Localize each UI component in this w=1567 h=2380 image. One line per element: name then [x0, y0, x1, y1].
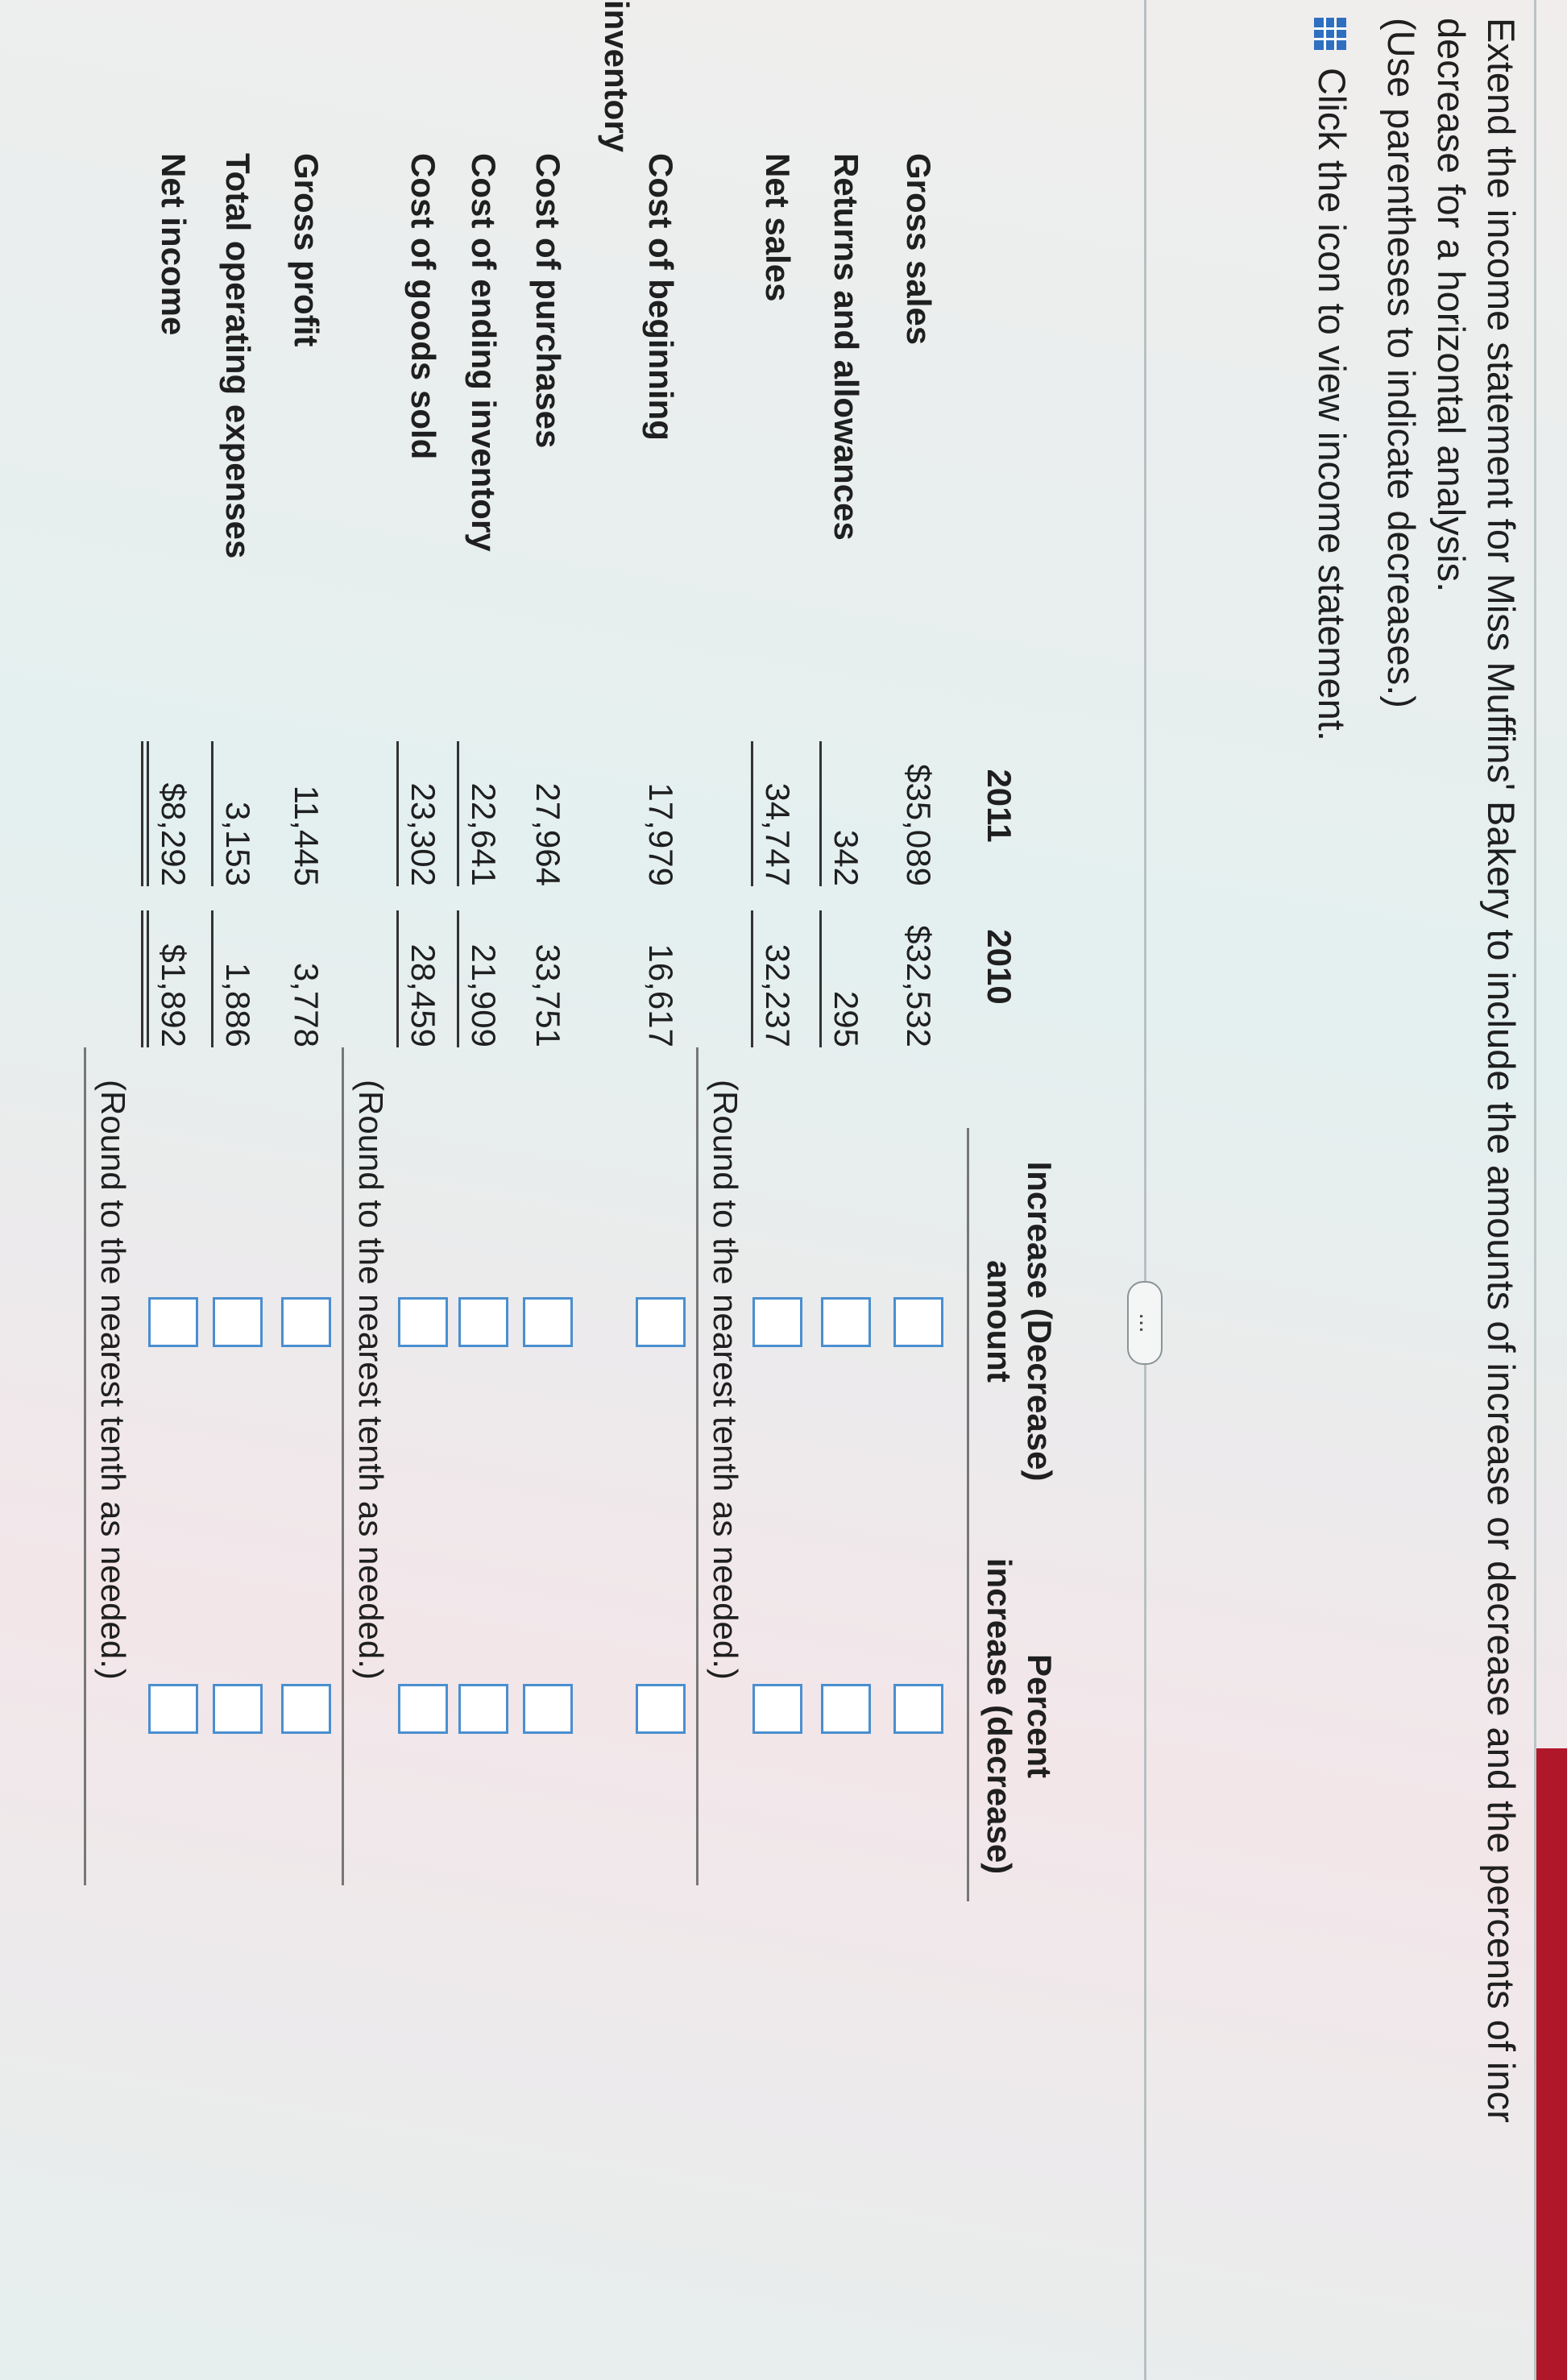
double-underline — [147, 910, 149, 1047]
ending-inventory-amount-input[interactable] — [458, 1297, 508, 1347]
net-sales-amount-input[interactable] — [752, 1297, 802, 1347]
view-statement-text: Click the icon to view income statement. — [1311, 68, 1354, 741]
beginning-inventory-2011: 17,979 — [642, 782, 680, 886]
header-percent-2: increase (decrease) — [980, 1557, 1018, 1875]
returns-amount-input[interactable] — [821, 1297, 871, 1347]
expand-more-button[interactable]: ... — [1127, 1281, 1163, 1365]
round-note-3: (Round to the nearest tenth as needed.) — [94, 1080, 132, 1680]
section-rule — [84, 1047, 86, 1885]
instruction-line-2: decrease for a horizontal analysis. — [1430, 18, 1473, 593]
purchases-2011: 27,964 — [529, 782, 567, 886]
operating-expenses-2010: 1,886 — [219, 962, 257, 1047]
header-amount-1: Increase (Decrease) — [1021, 1161, 1059, 1482]
beginning-inventory-amount-input[interactable] — [636, 1297, 686, 1347]
underline — [457, 910, 459, 1047]
cogs-2011: 23,302 — [404, 782, 442, 886]
net-sales-2010: 32,237 — [759, 943, 797, 1047]
operating-expenses-percent-input[interactable] — [213, 1684, 263, 1734]
underline — [396, 741, 399, 886]
instruction-line-3: (Use parentheses to indicate decreases.) — [1380, 18, 1423, 708]
row-label-net-income: Net income — [155, 153, 193, 336]
net-sales-percent-input[interactable] — [752, 1684, 802, 1734]
row-label-net-sales: Net sales — [759, 153, 797, 302]
returns-2011: 342 — [827, 829, 865, 886]
returns-2010: 295 — [827, 990, 865, 1047]
double-underline — [147, 741, 149, 886]
grid-table-icon[interactable] — [1314, 18, 1346, 50]
double-underline — [141, 910, 143, 1047]
row-label-gross-profit: Gross profit — [288, 153, 325, 347]
cogs-amount-input[interactable] — [398, 1297, 448, 1347]
device-edge — [1536, 1748, 1567, 2380]
gross-sales-2010: $32,532 — [900, 925, 938, 1047]
gross-profit-percent-input[interactable] — [281, 1684, 331, 1734]
net-income-2010: $1,892 — [155, 943, 193, 1047]
net-sales-2011: 34,747 — [759, 782, 797, 886]
beginning-inventory-2010: 16,617 — [642, 943, 680, 1047]
purchases-percent-input[interactable] — [523, 1684, 573, 1734]
header-rule — [967, 1128, 969, 1901]
panel-border — [1534, 0, 1536, 2380]
section-divider — [1144, 0, 1146, 2380]
round-note-2: (Round to the nearest tenth as needed.) — [352, 1080, 390, 1680]
underline — [819, 910, 822, 1047]
underline — [211, 741, 213, 886]
row-label-cogs: Cost of goods sold — [404, 153, 442, 460]
header-2011: 2011 — [980, 769, 1018, 843]
underline — [819, 741, 822, 886]
section-rule — [696, 1047, 699, 1885]
underline — [396, 910, 399, 1047]
net-income-amount-input[interactable] — [148, 1297, 198, 1347]
gross-sales-percent-input[interactable] — [893, 1684, 943, 1734]
round-note-1: (Round to the nearest tenth as needed.) — [707, 1080, 744, 1680]
underline — [751, 741, 753, 886]
view-statement-link[interactable]: Click the icon to view income statement. — [1308, 18, 1356, 741]
double-underline — [141, 741, 143, 886]
row-label-operating-expenses: Total operating expenses — [219, 153, 257, 559]
ending-inventory-2011: 22,641 — [465, 782, 503, 886]
purchases-amount-input[interactable] — [523, 1297, 573, 1347]
underline — [751, 910, 753, 1047]
net-income-2011: $8,292 — [155, 782, 193, 886]
ending-inventory-percent-input[interactable] — [458, 1684, 508, 1734]
gross-sales-amount-input[interactable] — [893, 1297, 943, 1347]
row-label-gross-sales: Gross sales — [900, 153, 938, 346]
gross-sales-2011: $35,089 — [900, 764, 938, 886]
header-amount-2: amount — [980, 1260, 1018, 1383]
operating-expenses-2011: 3,153 — [219, 801, 257, 886]
header-2010: 2010 — [980, 929, 1018, 1005]
cogs-percent-input[interactable] — [398, 1684, 448, 1734]
instruction-line-1: Extend the income statement for Miss Muf… — [1480, 18, 1523, 2123]
purchases-2010: 33,751 — [529, 943, 567, 1047]
header-percent-1: Percent — [1021, 1653, 1059, 1779]
row-label-beginning-inventory-2: inventory — [598, 0, 636, 153]
net-income-percent-input[interactable] — [148, 1684, 198, 1734]
row-label-beginning-inventory: Cost of beginning — [642, 153, 680, 441]
row-label-returns: Returns and allowances — [827, 153, 865, 541]
underline — [457, 741, 459, 886]
underline — [211, 910, 213, 1047]
gross-profit-amount-input[interactable] — [281, 1297, 331, 1347]
beginning-inventory-percent-input[interactable] — [636, 1684, 686, 1734]
gross-profit-2011: 11,445 — [288, 785, 325, 886]
gross-profit-2010: 3,778 — [288, 962, 325, 1047]
cogs-2010: 28,459 — [404, 943, 442, 1047]
returns-percent-input[interactable] — [821, 1684, 871, 1734]
ending-inventory-2010: 21,909 — [465, 943, 503, 1047]
row-label-purchases: Cost of purchases — [529, 153, 567, 449]
row-label-ending-inventory: Cost of ending inventory — [465, 153, 503, 552]
section-rule — [342, 1047, 344, 1885]
operating-expenses-amount-input[interactable] — [213, 1297, 263, 1347]
